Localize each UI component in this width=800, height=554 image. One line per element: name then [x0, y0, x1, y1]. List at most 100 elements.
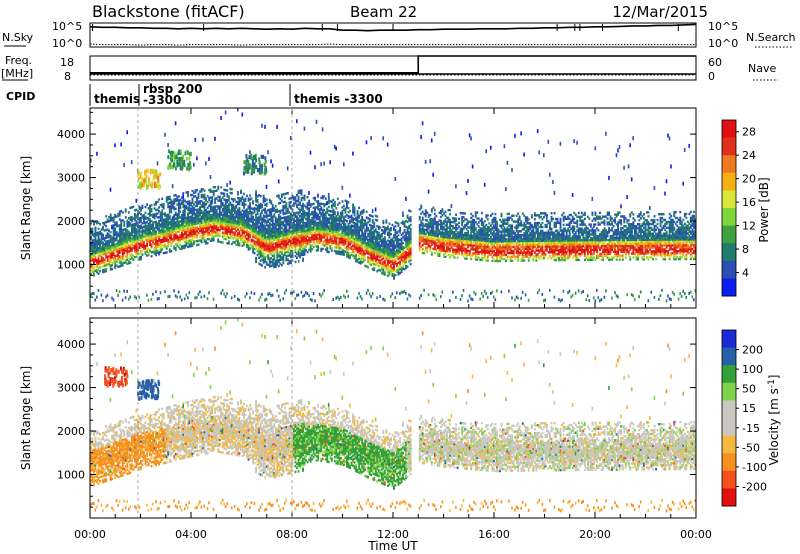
power-cell: [150, 204, 153, 207]
power-cell: [346, 245, 348, 248]
nave-tick-bottom: 0: [708, 70, 715, 83]
power-cell: [177, 246, 180, 249]
power-cell: [117, 257, 120, 261]
power-cell: [329, 225, 332, 228]
power-cell: [229, 236, 232, 240]
power-cell: [396, 262, 398, 266]
power-cell: [249, 208, 251, 211]
power-cell: [183, 225, 186, 228]
power-cell: [423, 230, 426, 233]
power-cell: [96, 151, 98, 156]
power-cell: [283, 251, 286, 254]
power-cell: [227, 218, 230, 222]
power-cell: [299, 222, 301, 226]
power-cell: [338, 297, 341, 301]
power-cell: [211, 229, 214, 232]
power-cell: [235, 220, 238, 223]
power-cell: [299, 189, 301, 192]
power-cell: [206, 214, 209, 217]
power-cell: [138, 217, 141, 220]
power-cell: [330, 247, 333, 250]
power-cell: [188, 206, 191, 209]
power-cell: [265, 261, 268, 264]
power-cell: [250, 238, 253, 241]
power-cell: [259, 295, 262, 299]
power-cell: [226, 228, 229, 231]
power-cell: [296, 215, 298, 218]
power-cell: [227, 220, 230, 224]
power-cell: [302, 257, 304, 260]
power-cell: [183, 219, 186, 222]
power-cell: [261, 225, 264, 228]
power-cell: [343, 236, 345, 239]
power-cell: [111, 225, 113, 230]
power-cell: [240, 228, 242, 232]
power-cell: [171, 222, 174, 225]
power-cell: [126, 241, 129, 244]
power-cell: [230, 188, 233, 191]
power-cell: [235, 243, 238, 246]
power-cell: [126, 225, 129, 228]
power-cell: [237, 232, 239, 235]
power-cell: [440, 243, 442, 246]
power-cell: [155, 230, 157, 233]
power-cell: [282, 205, 285, 208]
power-cell: [324, 232, 327, 236]
power-cell: [191, 217, 194, 220]
power-cell: [317, 193, 319, 198]
power-cell: [453, 217, 456, 220]
power-cell: [453, 219, 456, 222]
power-cell: [373, 268, 376, 272]
power-cell: [393, 265, 395, 268]
power-cell: [217, 228, 220, 232]
power-cell: [305, 243, 307, 246]
power-cell: [449, 218, 451, 222]
power-cell: [124, 237, 127, 240]
power-cell: [327, 209, 330, 213]
power-cell: [237, 108, 239, 112]
power-cell: [268, 241, 271, 245]
power-cell: [296, 231, 298, 234]
power-cell: [112, 253, 115, 256]
power-cell: [300, 214, 303, 218]
power-cell: [268, 235, 271, 239]
power-cell: [271, 244, 274, 248]
power-cell: [243, 228, 245, 231]
power-cell: [149, 218, 151, 221]
power-cell: [176, 215, 179, 218]
power-cell: [133, 295, 136, 299]
power-cell: [140, 220, 142, 224]
power-cell: [364, 219, 367, 222]
power-cell: [252, 231, 254, 234]
power-cell: [347, 242, 350, 245]
power-cell: [314, 233, 317, 237]
power-cell: [255, 231, 257, 234]
power-cell: [402, 251, 404, 255]
power-cell: [167, 241, 170, 244]
power-cell: [167, 221, 170, 224]
power-cell: [340, 215, 342, 219]
power-cell: [346, 225, 348, 229]
power-cell: [290, 240, 292, 243]
power-cell: [318, 216, 321, 219]
power-cell: [255, 196, 257, 199]
power-cell: [147, 222, 150, 225]
power-cell: [97, 268, 100, 271]
power-cell: [403, 254, 406, 257]
power-cell: [383, 263, 386, 266]
power-cell: [197, 196, 200, 199]
power-cell: [352, 234, 354, 238]
power-cell: [276, 289, 278, 293]
power-cell: [114, 247, 117, 250]
power-cell: [94, 257, 97, 261]
power-cell: [388, 271, 391, 274]
power-cell: [336, 228, 339, 232]
power-cell: [385, 227, 388, 230]
power-cell: [374, 230, 377, 233]
power-cell: [427, 221, 430, 224]
power-cell: [202, 223, 204, 226]
power-cell: [358, 216, 361, 219]
power-cell: [105, 244, 108, 247]
power-cell: [374, 236, 377, 239]
power-cell: [215, 218, 218, 222]
